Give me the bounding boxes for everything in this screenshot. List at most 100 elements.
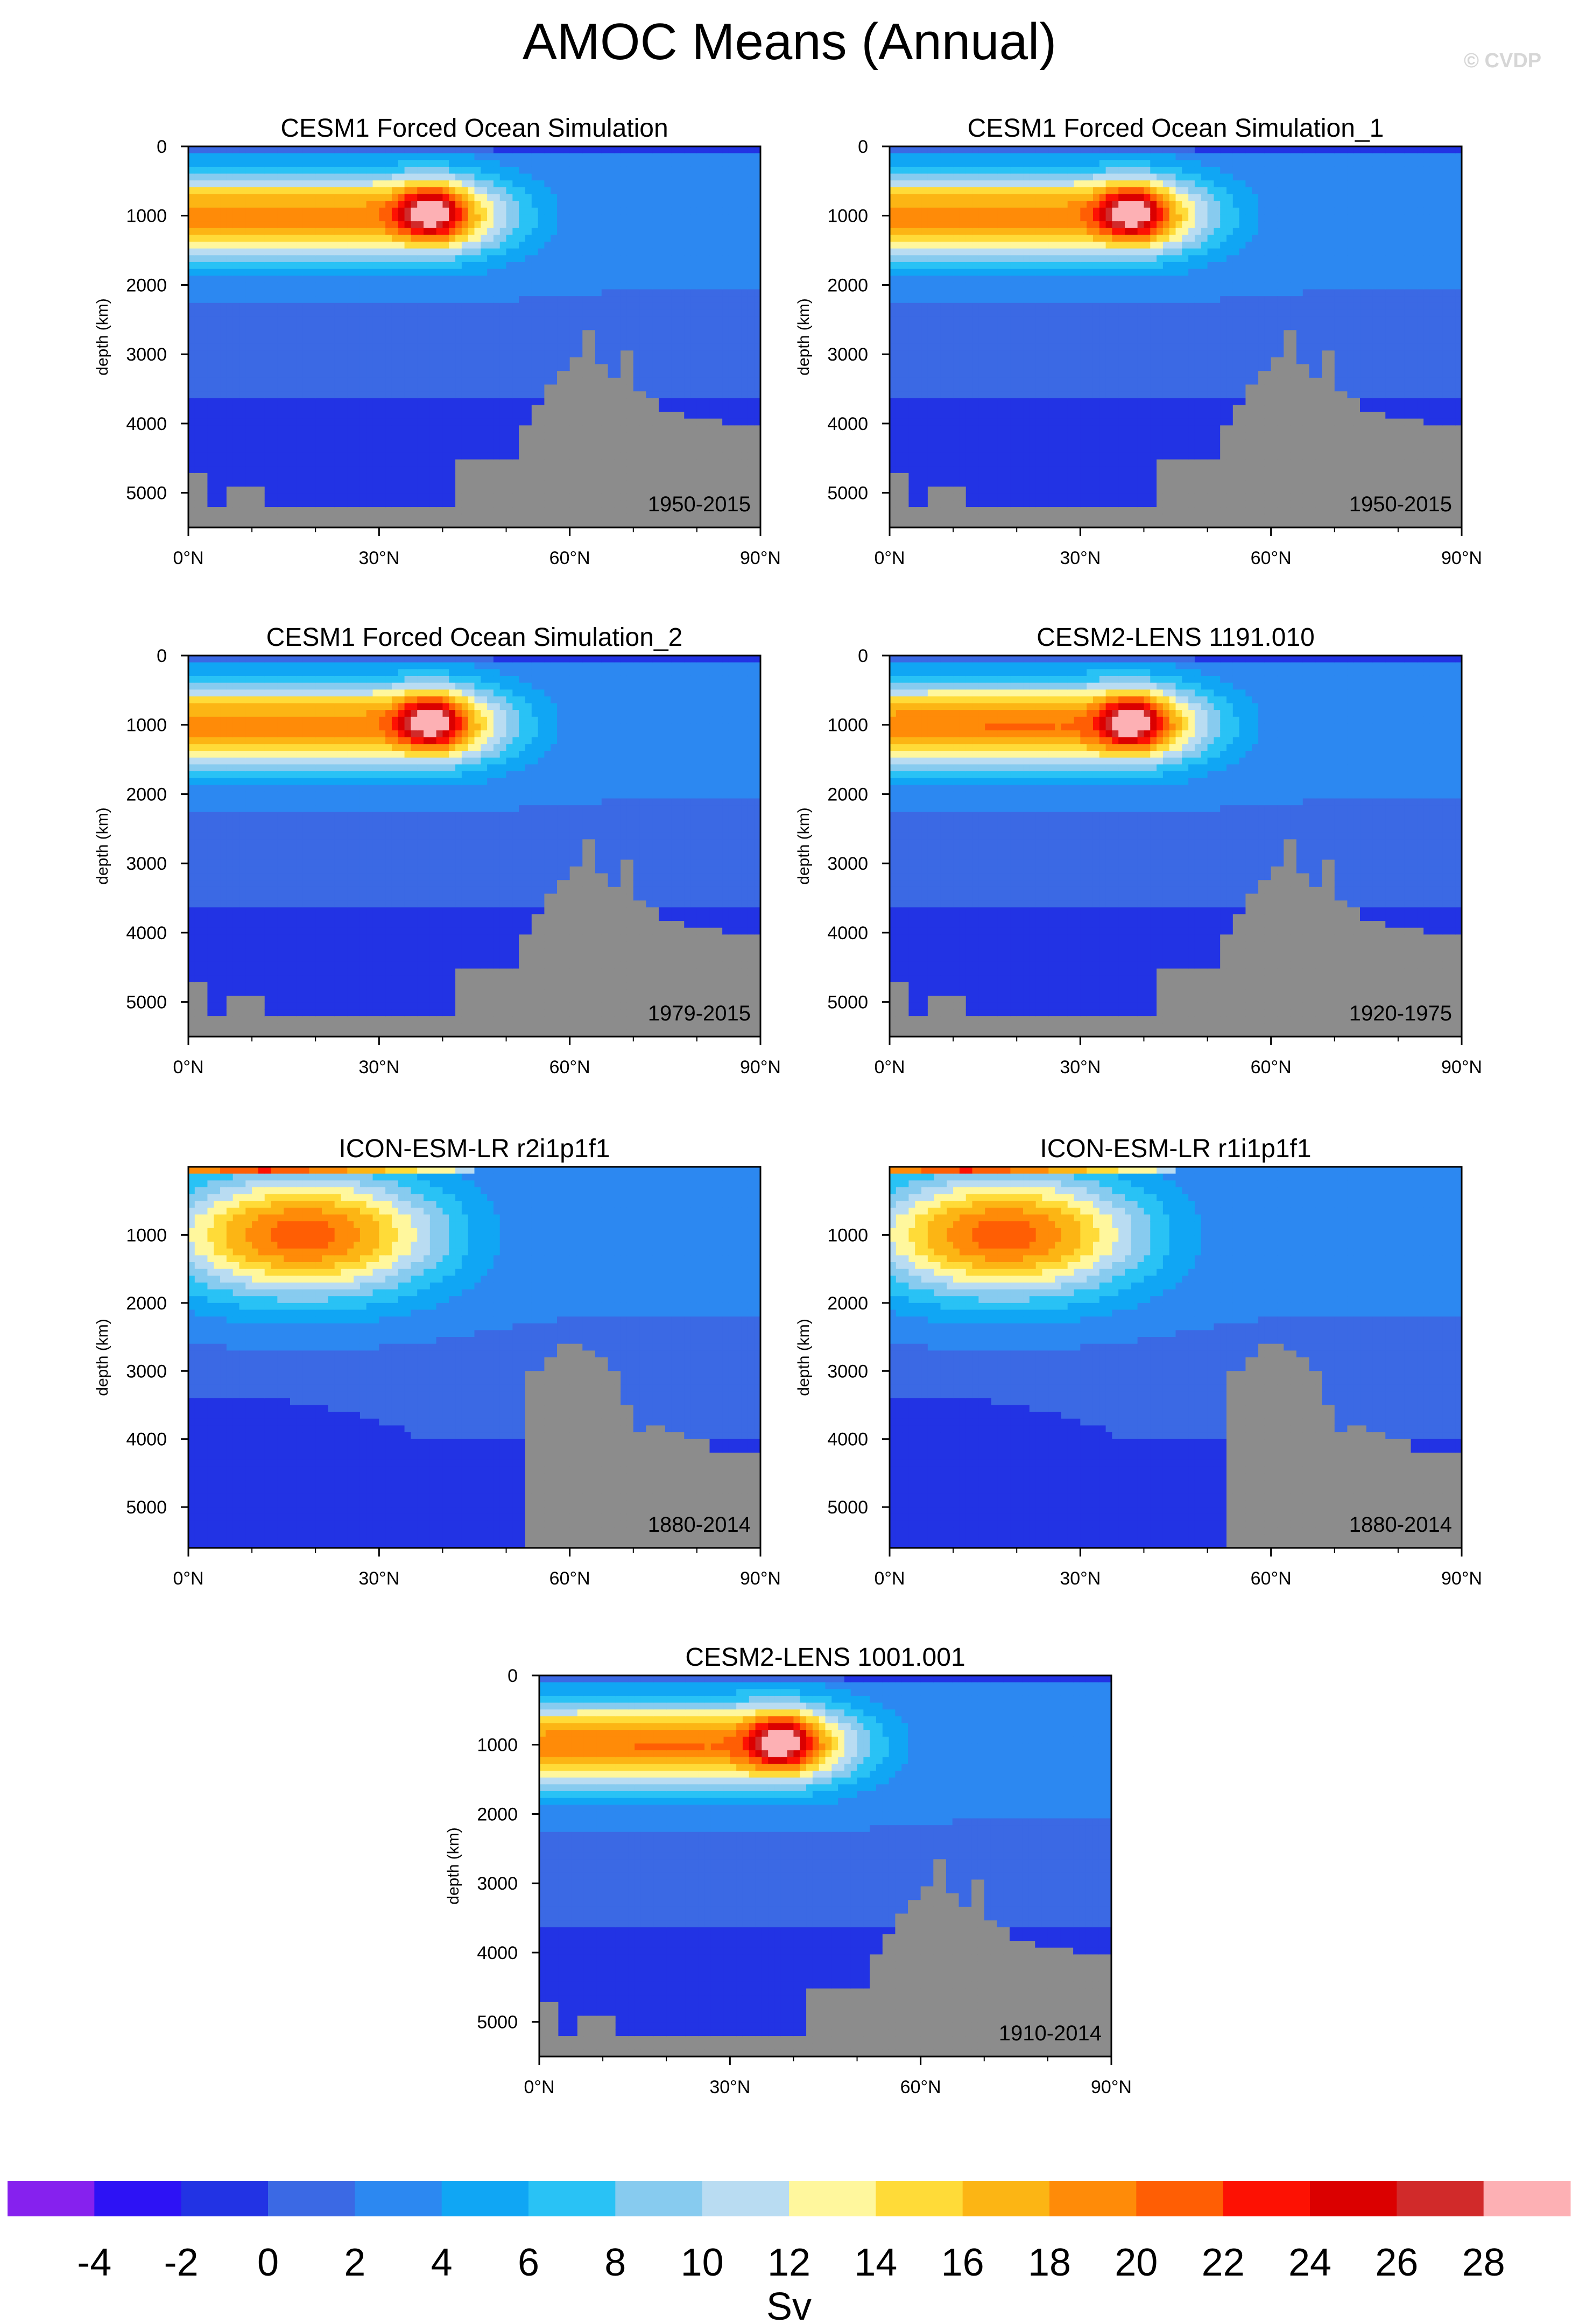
- field-cell: [233, 330, 239, 337]
- field-cell: [595, 425, 602, 432]
- field-cell: [582, 296, 589, 303]
- field-cell: [328, 466, 335, 473]
- field-cell: [271, 494, 278, 501]
- field-cell: [608, 453, 615, 460]
- field-cell: [652, 344, 659, 351]
- field-cell: [392, 167, 398, 174]
- field-cell: [614, 453, 621, 460]
- field-cell: [716, 262, 722, 269]
- field-cell: [227, 507, 233, 514]
- field-cell: [659, 174, 665, 181]
- field-cell: [735, 146, 742, 153]
- field-cell: [405, 283, 411, 290]
- field-cell: [468, 235, 475, 242]
- field-cell: [392, 385, 398, 392]
- field-cell: [442, 432, 449, 439]
- field-cell: [627, 249, 633, 256]
- field-cell: [532, 357, 538, 364]
- field-cell: [487, 208, 494, 215]
- field-cell: [366, 385, 373, 392]
- field-cell: [538, 350, 545, 357]
- field-cell: [652, 398, 659, 405]
- field-cell: [258, 344, 265, 351]
- field-cell: [379, 208, 385, 215]
- field-cell: [742, 316, 748, 323]
- field-cell: [703, 460, 710, 467]
- field-cell: [366, 344, 373, 351]
- field-cell: [297, 364, 303, 371]
- field-cell: [322, 214, 328, 221]
- field-cell: [512, 323, 519, 330]
- field-cell: [602, 350, 608, 357]
- field-cell: [252, 391, 258, 398]
- field-cell: [424, 187, 430, 194]
- field-cell: [449, 208, 455, 215]
- field-cell: [436, 364, 443, 371]
- field-cell: [563, 344, 570, 351]
- field-cell: [366, 262, 373, 269]
- field-cell: [379, 385, 385, 392]
- field-cell: [614, 507, 621, 514]
- field-cell: [284, 425, 290, 432]
- field-cell: [233, 364, 239, 371]
- field-cell: [494, 283, 500, 290]
- field-cell: [424, 146, 430, 153]
- field-cell: [436, 235, 443, 242]
- field-cell: [742, 453, 748, 460]
- field-cell: [315, 276, 322, 283]
- field-cell: [252, 194, 258, 201]
- field-cell: [309, 446, 315, 453]
- field-cell: [442, 330, 449, 337]
- field-cell: [512, 371, 519, 378]
- field-cell: [602, 364, 608, 371]
- field-cell: [582, 255, 589, 262]
- field-cell: [284, 480, 290, 487]
- field-cell: [201, 262, 208, 269]
- field-cell: [506, 276, 513, 283]
- field-cell: [487, 249, 494, 256]
- field-cell: [214, 480, 220, 487]
- field-cell: [392, 174, 398, 181]
- field-cell: [366, 473, 373, 480]
- field-cell: [449, 180, 455, 187]
- field-cell: [512, 309, 519, 316]
- field-cell: [544, 174, 551, 181]
- field-cell: [379, 507, 385, 514]
- field-cell: [436, 473, 443, 480]
- field-cell: [608, 303, 615, 310]
- field-cell: [646, 460, 652, 467]
- field-cell: [690, 330, 697, 337]
- field-cell: [449, 357, 455, 364]
- field-cell: [297, 194, 303, 201]
- field-cell: [614, 235, 621, 242]
- field-cell: [602, 167, 608, 174]
- field-cell: [595, 262, 602, 269]
- field-cell: [716, 350, 722, 357]
- field-cell: [665, 391, 672, 398]
- field-cell: [608, 378, 615, 385]
- field-cell: [424, 466, 430, 473]
- field-cell: [392, 514, 398, 521]
- field-cell: [690, 344, 697, 351]
- field-cell: [506, 371, 513, 378]
- field-cell: [284, 249, 290, 256]
- field-cell: [290, 249, 297, 256]
- field-cell: [385, 500, 392, 507]
- field-cell: [424, 255, 430, 262]
- field-cell: [188, 323, 195, 330]
- field-cell: [227, 153, 233, 160]
- field-cell: [436, 283, 443, 290]
- field-cell: [379, 439, 385, 446]
- field-cell: [697, 309, 703, 316]
- field-cell: [468, 364, 475, 371]
- field-cell: [265, 208, 271, 215]
- field-cell: [449, 235, 455, 242]
- field-cell: [322, 242, 328, 249]
- field-cell: [659, 296, 665, 303]
- field-cell: [398, 296, 405, 303]
- field-cell: [722, 357, 729, 364]
- field-cell: [544, 187, 551, 194]
- field-cell: [716, 405, 722, 412]
- field-cell: [354, 466, 360, 473]
- field-cell: [258, 507, 265, 514]
